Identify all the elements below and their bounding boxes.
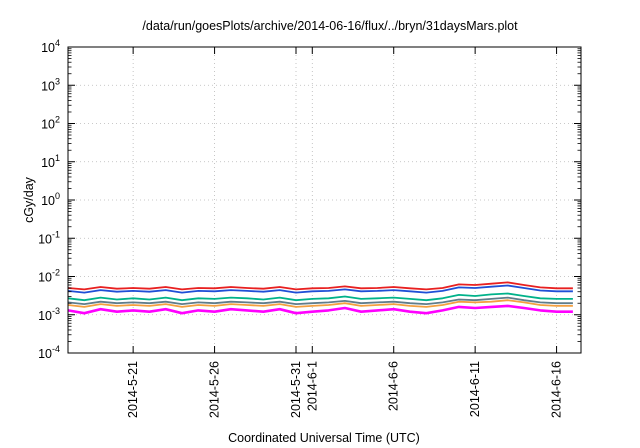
y-axis-label: cGy/day (22, 176, 36, 223)
y-tick-label: 10-4 (38, 344, 60, 361)
y-axis: 10-4 10-3 10-2 10-1 100 101 102 103 104 (38, 38, 581, 361)
series-line (67, 304, 573, 315)
x-axis: 2014-5-21 2014-5-26 2014-5-31 2014-6-1 2014-… (126, 47, 564, 418)
series-line (67, 284, 573, 294)
series-line (67, 296, 573, 306)
chart-title: /data/run/goesPlots/archive/2014-06-16/f… (142, 19, 518, 33)
x-axis-label: Coordinated Universal Time (UTC) (228, 431, 420, 445)
y-tick-label: 10-2 (38, 268, 60, 285)
series-line (67, 281, 573, 291)
series-line (67, 292, 573, 302)
y-tick-label: 101 (41, 153, 60, 170)
x-tick-label: 2014-6-6 (387, 361, 401, 411)
y-tick-label: 102 (41, 115, 60, 132)
x-tick-label: 2014-5-21 (126, 361, 140, 418)
y-tick-label: 103 (41, 76, 60, 93)
x-tick-label: 2014-6-16 (550, 361, 564, 418)
x-tick-label: 2014-6-1 (305, 361, 319, 411)
grid (68, 47, 581, 353)
y-tick-label: 104 (41, 38, 60, 55)
x-tick-label: 2014-5-31 (289, 361, 303, 418)
x-tick-label: 2014-5-26 (208, 361, 222, 418)
series-line (67, 299, 573, 308)
x-tick-label: 2014-6-11 (468, 361, 482, 417)
y-tick-label: 100 (41, 191, 60, 208)
series-layer (67, 281, 573, 315)
y-tick-label: 10-3 (38, 306, 60, 323)
y-tick-label: 10-1 (38, 229, 60, 246)
